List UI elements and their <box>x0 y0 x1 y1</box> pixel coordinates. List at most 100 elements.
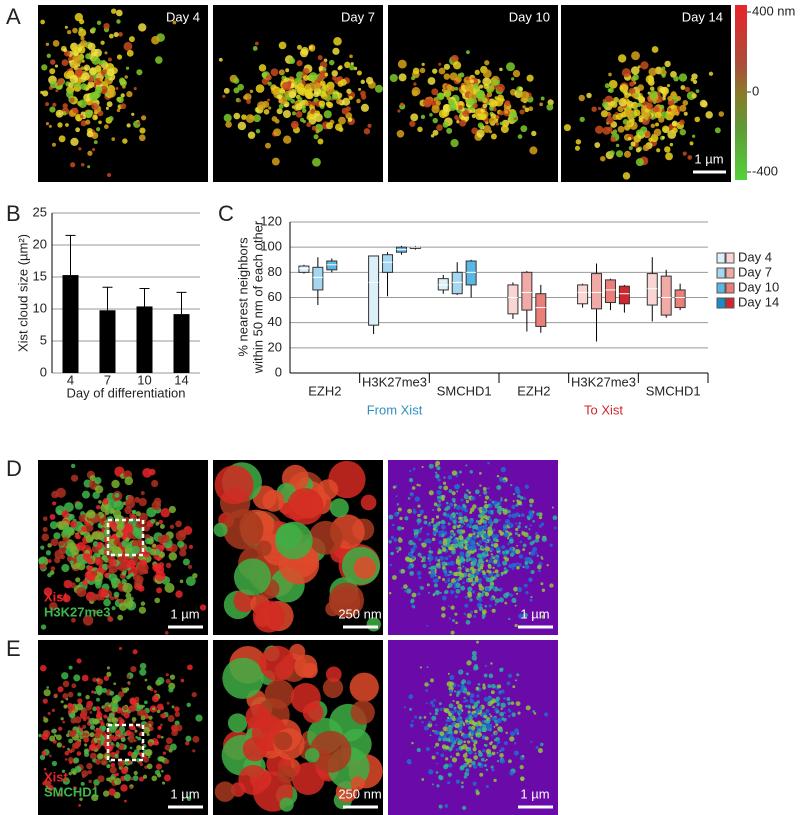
signal-spot <box>445 757 448 760</box>
signal-spot <box>523 543 527 547</box>
signal-spot <box>457 542 462 547</box>
signal-spot <box>465 558 469 562</box>
signal-spot <box>312 158 321 167</box>
signal-spot <box>473 615 476 618</box>
signal-spot <box>659 87 665 93</box>
signal-spot <box>78 100 86 108</box>
signal-spot <box>493 108 496 111</box>
signal-spot <box>489 604 492 607</box>
signal-spot <box>435 724 437 726</box>
signal-spot <box>436 771 439 774</box>
signal-spot <box>125 75 128 78</box>
signal-spot <box>652 134 656 138</box>
signal-spot <box>40 546 44 550</box>
signal-spot <box>447 781 450 784</box>
stain-label: Xist <box>44 589 69 604</box>
signal-spot <box>143 727 150 734</box>
signal-spot <box>609 150 614 155</box>
signal-spot <box>426 702 428 704</box>
signal-spot <box>449 503 453 507</box>
signal-spot <box>471 496 476 501</box>
signal-spot <box>485 546 490 551</box>
signal-spot <box>96 127 100 131</box>
signal-spot <box>458 739 463 744</box>
signal-spot <box>139 733 142 736</box>
signal-spot <box>300 49 308 57</box>
signal-spot <box>121 767 128 774</box>
signal-spot <box>114 592 120 598</box>
signal-spot <box>514 742 516 744</box>
signal-spot <box>61 564 69 572</box>
signal-spot <box>361 80 365 84</box>
signal-spot <box>119 603 127 611</box>
signal-spot <box>444 507 448 511</box>
signal-spot <box>522 566 525 569</box>
signal-spot <box>349 54 353 58</box>
signal-spot <box>70 75 78 83</box>
signal-spot <box>636 158 644 166</box>
signal-spot <box>39 563 46 570</box>
signal-spot <box>459 671 461 673</box>
signal-spot <box>627 122 631 126</box>
signal-spot <box>115 87 118 90</box>
signal-spot <box>447 729 452 734</box>
signal-spot <box>411 76 415 80</box>
signal-spot <box>437 498 440 501</box>
signal-spot <box>110 767 117 774</box>
signal-spot <box>456 505 461 510</box>
stain-label: SMCHD1 <box>44 784 99 799</box>
signal-spot <box>480 113 487 120</box>
signal-spot <box>98 500 102 504</box>
signal-spot <box>223 509 263 549</box>
signal-spot <box>662 136 665 139</box>
signal-spot <box>519 87 523 91</box>
signal-spot <box>528 578 532 582</box>
signal-spot <box>151 480 158 487</box>
signal-spot <box>447 96 451 100</box>
signal-spot <box>283 136 291 144</box>
signal-spot <box>476 641 479 644</box>
signal-spot <box>248 132 255 139</box>
signal-spot <box>448 763 452 767</box>
signal-spot <box>485 709 489 713</box>
signal-spot <box>119 78 125 84</box>
signal-spot <box>477 700 480 703</box>
signal-spot <box>175 712 180 717</box>
signal-spot <box>38 557 45 564</box>
signal-spot <box>246 99 251 104</box>
box <box>522 272 532 310</box>
signal-spot <box>447 562 451 566</box>
signal-spot <box>493 779 496 782</box>
signal-spot <box>434 746 436 748</box>
signal-spot <box>97 542 103 548</box>
signal-spot <box>473 532 476 535</box>
signal-spot <box>505 550 509 554</box>
signal-spot <box>391 536 394 539</box>
signal-spot <box>527 517 530 520</box>
signal-spot <box>564 124 571 131</box>
signal-spot <box>85 733 88 736</box>
image-label: Day 4 <box>166 9 200 24</box>
signal-spot <box>105 510 110 515</box>
signal-spot <box>531 131 536 136</box>
signal-spot <box>87 151 92 156</box>
signal-spot <box>57 122 62 127</box>
signal-spot <box>257 101 266 110</box>
signal-spot <box>485 744 488 747</box>
signal-spot <box>544 712 548 716</box>
signal-spot <box>502 98 505 101</box>
signal-spot <box>81 709 88 716</box>
bar <box>63 275 79 373</box>
signal-spot <box>523 497 526 500</box>
signal-spot <box>50 81 57 88</box>
signal-spot <box>166 679 171 684</box>
signal-spot <box>85 111 93 119</box>
signal-spot <box>500 533 503 536</box>
signal-spot <box>516 566 520 570</box>
signal-spot <box>324 73 328 77</box>
signal-spot <box>397 109 400 112</box>
signal-spot <box>102 727 105 730</box>
signal-spot <box>390 564 393 567</box>
signal-spot <box>676 96 681 101</box>
